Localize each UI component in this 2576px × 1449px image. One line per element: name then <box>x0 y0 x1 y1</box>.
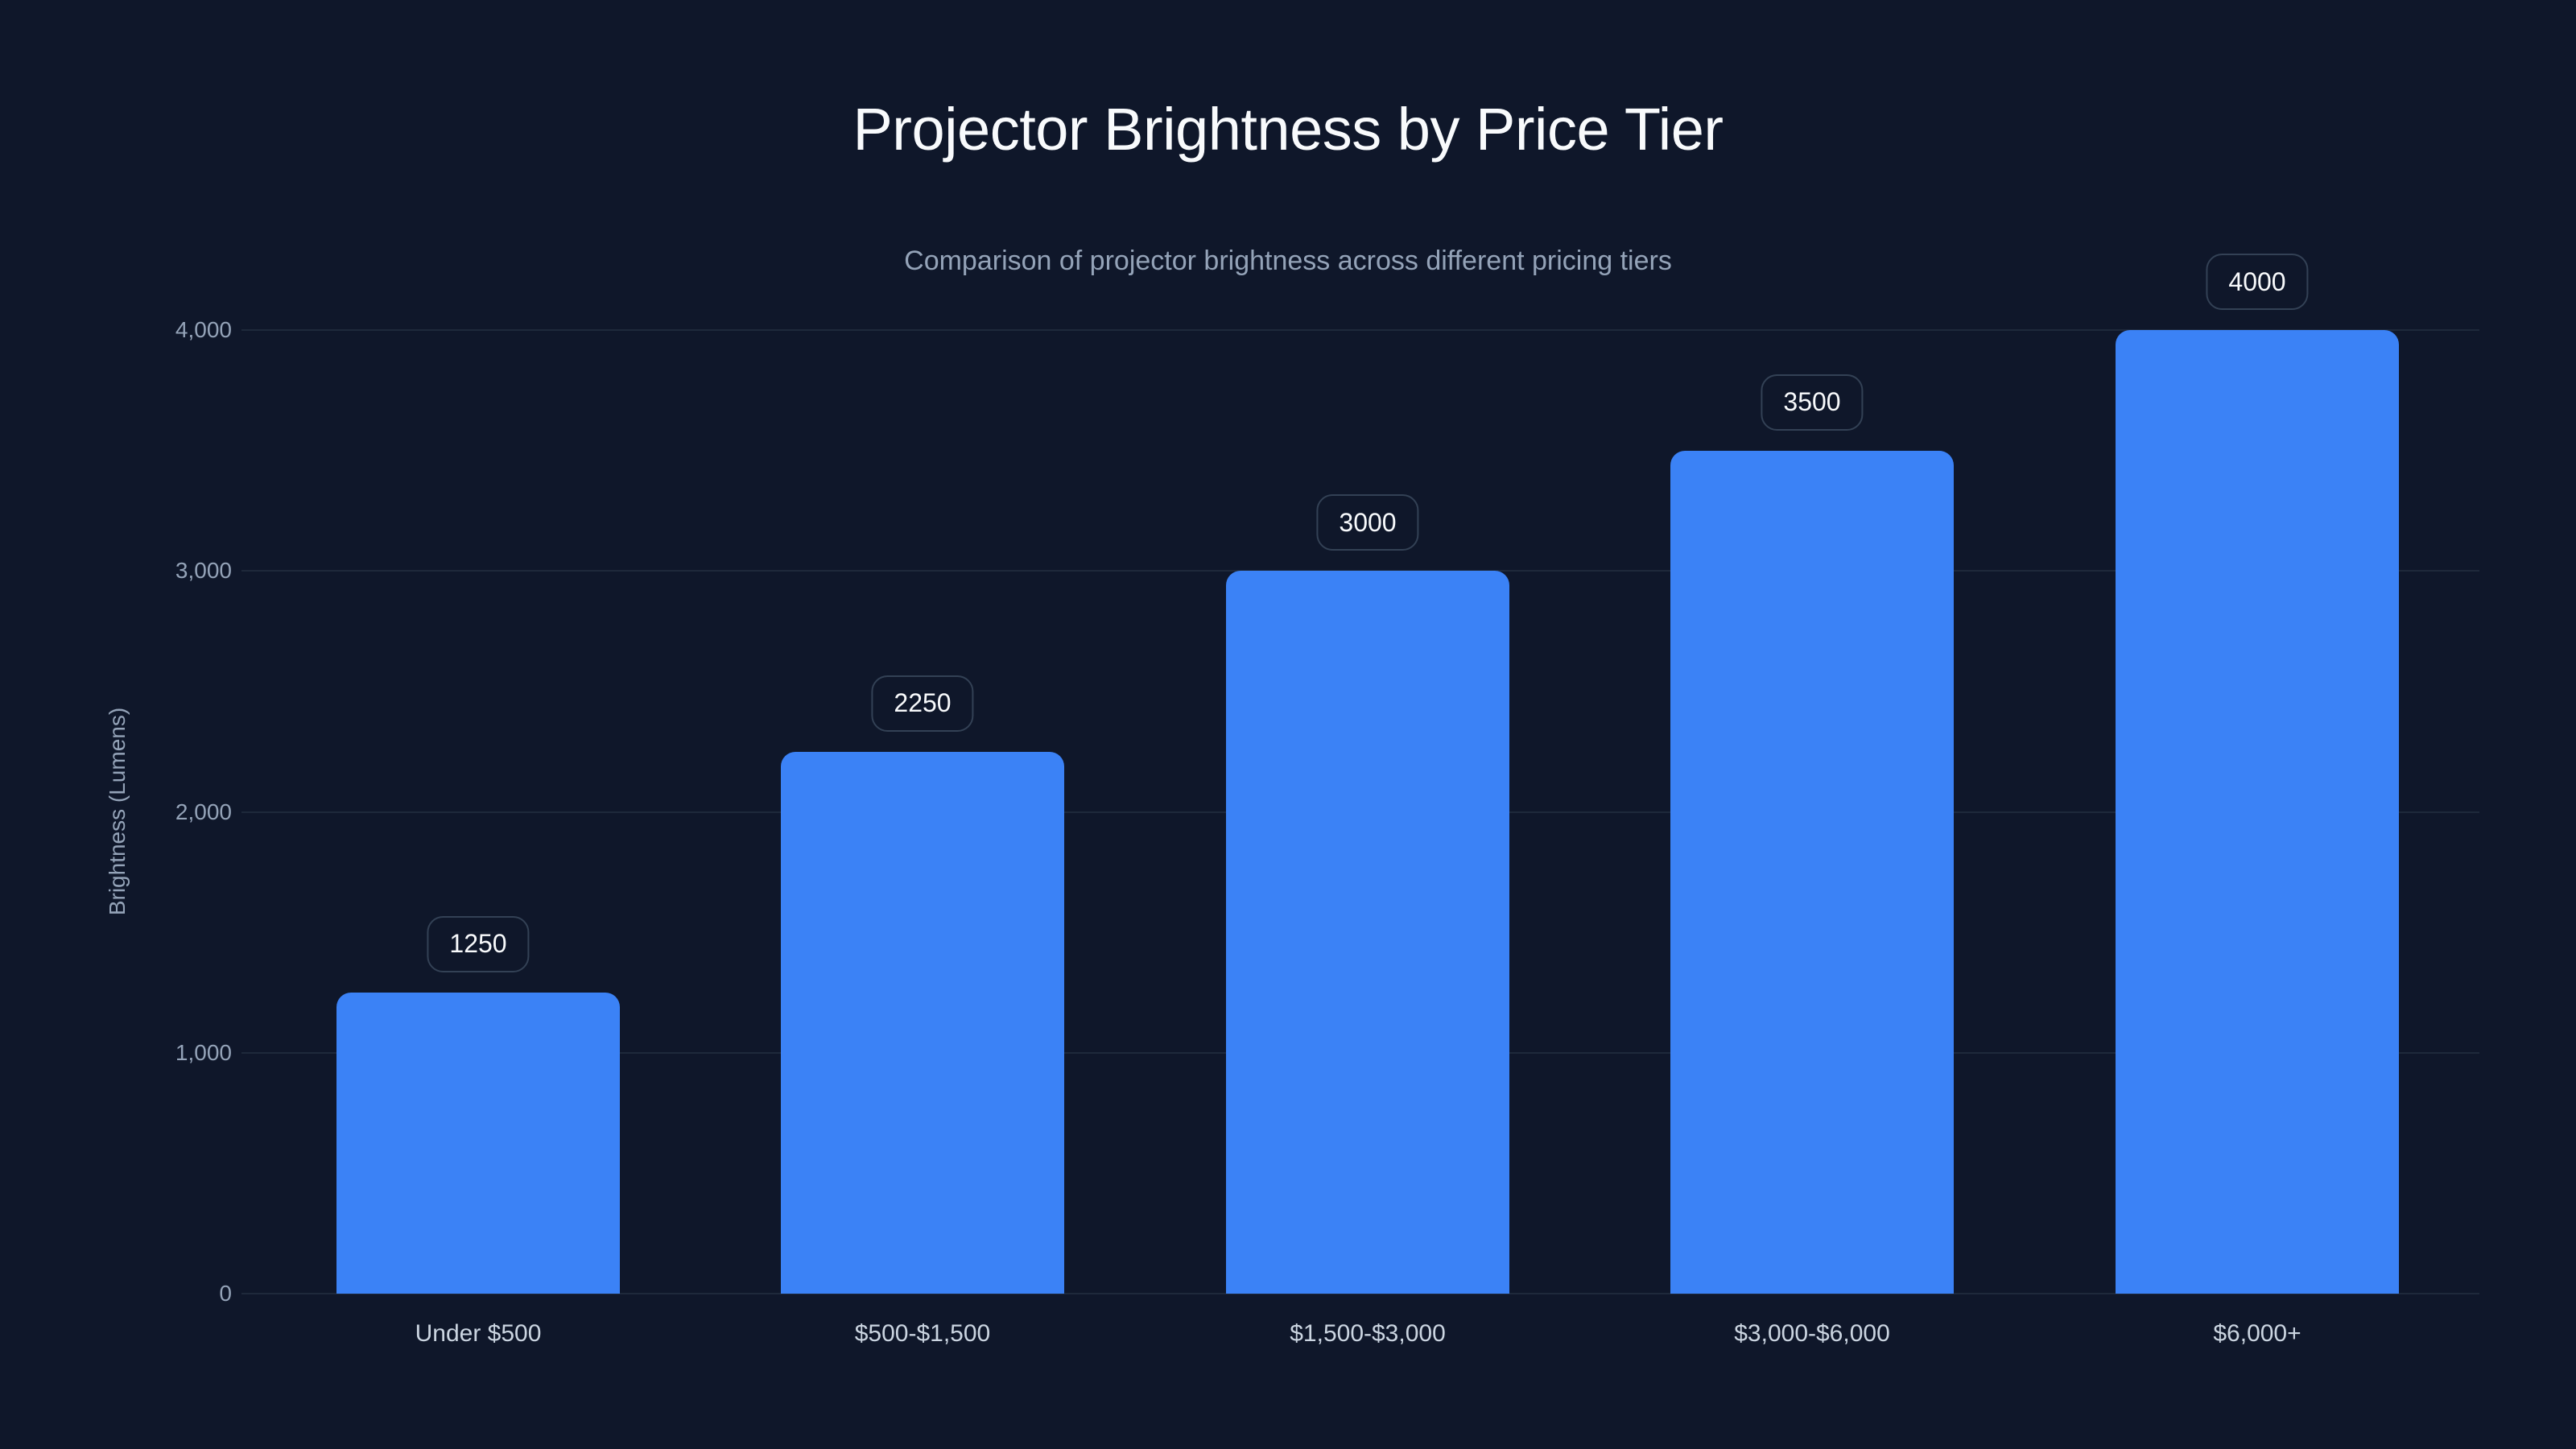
data-label: 2250 <box>871 675 974 732</box>
x-tick-label: $3,000-$6,000 <box>1734 1320 1890 1347</box>
x-tick-label: $6,000+ <box>2213 1320 2301 1347</box>
bar[interactable] <box>781 751 1064 1294</box>
data-label: 1250 <box>427 915 530 972</box>
gridline <box>242 329 2479 331</box>
y-tick-label: 1,000 <box>175 1039 232 1065</box>
gridline <box>242 1293 2479 1294</box>
chart-title: Projector Brightness by Price Tier <box>852 96 1724 163</box>
bar[interactable] <box>1226 571 1509 1294</box>
chart-subtitle: Comparison of projector brightness acros… <box>904 246 1672 276</box>
bar[interactable] <box>2116 330 2399 1294</box>
data-label: 3000 <box>1316 494 1419 551</box>
x-tick-label: $500-$1,500 <box>854 1320 991 1347</box>
y-tick-label: 4,000 <box>175 317 232 342</box>
data-label: 4000 <box>2206 254 2309 310</box>
y-tick-label: 0 <box>219 1281 232 1306</box>
x-tick-label: Under $500 <box>415 1320 542 1347</box>
x-tick-label: $1,500-$3,000 <box>1290 1320 1446 1347</box>
data-label: 3500 <box>1761 374 1864 431</box>
bar[interactable] <box>336 992 620 1294</box>
y-tick-label: 3,000 <box>175 558 232 584</box>
y-tick-label: 2,000 <box>175 799 232 824</box>
bar[interactable] <box>1670 450 1954 1294</box>
